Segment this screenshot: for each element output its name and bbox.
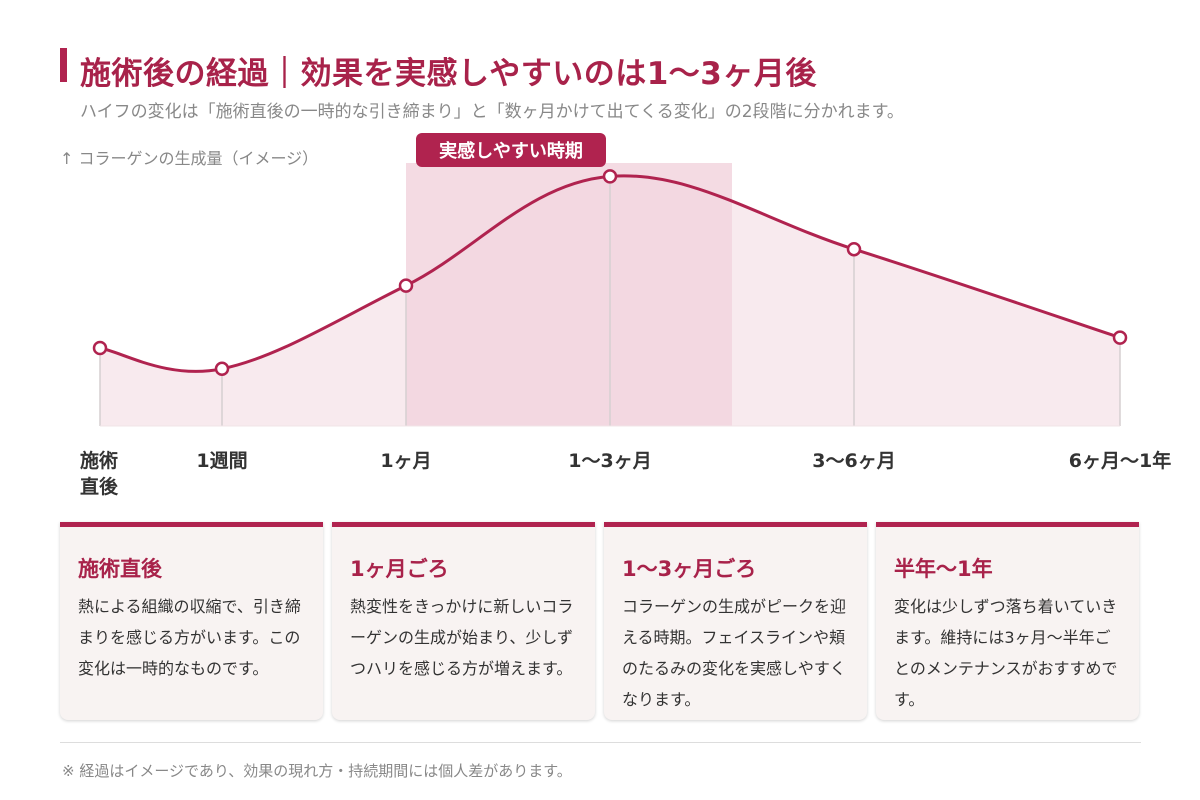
highlight-label-bg <box>416 133 606 167</box>
page-title: 施術後の経過｜効果を実感しやすいのは1〜3ヶ月後 <box>80 56 817 92</box>
data-point <box>602 169 618 184</box>
data-point <box>92 340 108 356</box>
card-half-year-to-one-year: 半年〜1年 変化は少しずつ落ち着いていきます。維持には3ヶ月〜半年ごとのメンテナ… <box>876 522 1139 720</box>
y-axis-label: ↑ コラーゲンの生成量（イメージ） <box>60 149 319 168</box>
card-title: 1ヶ月ごろ <box>350 557 449 581</box>
card-immediately: 施術直後 熱による組織の収縮で、引き締まりを感じる方がいます。この変化は一時的な… <box>60 522 323 720</box>
x-tick-label: 1週間 <box>196 450 248 472</box>
card-one-month: 1ヶ月ごろ 熱変性をきっかけに新しいコラーゲンの生成が始まり、少しずつハリを感じ… <box>332 522 595 720</box>
x-tick-label: 1ヶ月 <box>380 450 432 472</box>
x-tick-label: 3〜6ヶ月 <box>812 450 896 472</box>
card-title: 1〜3ヶ月ごろ <box>622 557 757 581</box>
data-point <box>1112 330 1128 345</box>
card-title: 半年〜1年 <box>894 557 993 581</box>
card-body: 熱による組織の収縮で、引き締まりを感じる方がいます。この変化は一時的なものです。 <box>78 597 301 678</box>
highlight-label: 実感しやすい時期 <box>439 140 583 162</box>
card-one-to-three-months: 1〜3ヶ月ごろ コラーゲンの生成がピークを迎える時期。フェイスラインや頬のたるみ… <box>604 522 867 720</box>
footnote: ※ 経過はイメージであり、効果の現れ方・持続期間には個人差があります。 <box>62 762 572 780</box>
data-point <box>214 361 230 377</box>
title-accent-bar <box>60 48 67 82</box>
data-point <box>398 278 414 293</box>
highlight-band <box>406 163 732 426</box>
data-point <box>846 241 862 257</box>
card-title: 施術直後 <box>78 557 162 581</box>
collagen-line-chart: 実感しやすい時期 <box>92 133 1128 427</box>
x-tick-label: 施術 直後 <box>80 450 119 498</box>
card-body: 熱変性をきっかけに新しいコラーゲンの生成が始まり、少しずつハリを感じる方が増えま… <box>350 597 574 678</box>
card-body: コラーゲンの生成がピークを迎える時期。フェイスラインや頬のたるみの変化を実感しや… <box>622 597 847 709</box>
card-body: 変化は少しずつ落ち着いていきます。維持には3ヶ月〜半年ごとのメンテナンスがおすす… <box>894 597 1118 709</box>
x-tick-label: 1〜3ヶ月 <box>568 450 652 472</box>
page-subtitle: ハイフの変化は「施術直後の一時的な引き締まり」と「数ヶ月かけて出てくる変化」の2… <box>80 102 904 122</box>
footer-divider <box>60 742 1141 743</box>
x-tick-label: 6ヶ月〜1年 <box>1068 450 1172 472</box>
